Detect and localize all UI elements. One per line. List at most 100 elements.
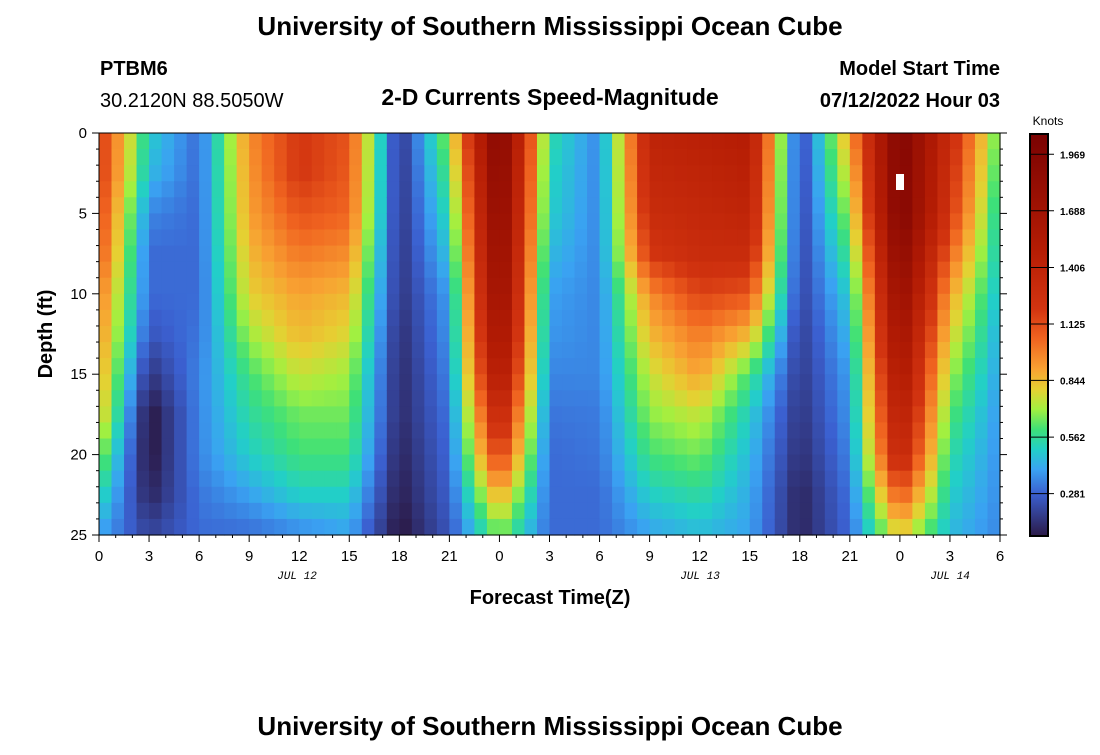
heatmap-cell bbox=[524, 342, 538, 359]
heatmap-cell bbox=[149, 422, 163, 440]
heatmap-cell bbox=[974, 261, 989, 279]
heatmap-cell bbox=[186, 502, 200, 520]
heatmap-cell bbox=[424, 438, 438, 456]
heatmap-cell bbox=[299, 261, 313, 279]
heatmap-cell bbox=[411, 213, 425, 231]
heatmap-cell bbox=[461, 325, 476, 343]
heatmap-cell bbox=[436, 502, 450, 520]
heatmap-cell bbox=[549, 374, 563, 391]
heatmap-cell bbox=[699, 149, 713, 166]
heatmap-cell bbox=[562, 293, 576, 311]
heatmap-cell bbox=[662, 454, 676, 472]
heatmap-cell bbox=[874, 342, 888, 359]
heatmap-cell bbox=[449, 374, 463, 391]
heatmap-cell bbox=[449, 325, 463, 343]
heatmap-cell bbox=[474, 133, 488, 150]
heatmap-cell bbox=[624, 502, 638, 520]
heatmap-cell bbox=[186, 325, 200, 343]
heatmap-cell bbox=[174, 342, 188, 359]
heatmap-cell bbox=[449, 149, 463, 166]
heatmap-cell bbox=[587, 342, 601, 359]
heatmap-cell bbox=[699, 470, 713, 488]
heatmap-cell bbox=[136, 454, 150, 472]
heatmap-cell bbox=[424, 502, 438, 520]
heatmap-cell bbox=[737, 197, 751, 214]
heatmap-cell bbox=[261, 261, 275, 279]
heatmap-cell bbox=[161, 454, 175, 472]
heatmap-cell bbox=[399, 422, 413, 440]
heatmap-cell bbox=[549, 486, 563, 504]
heatmap-cell bbox=[799, 390, 813, 407]
heatmap-cell bbox=[249, 518, 263, 536]
heatmap-cell bbox=[186, 293, 200, 311]
heatmap-cell bbox=[699, 518, 713, 536]
heatmap-cell bbox=[174, 422, 188, 440]
heatmap-cell bbox=[124, 181, 138, 198]
heatmap-cell bbox=[486, 454, 501, 472]
heatmap-cell bbox=[549, 165, 563, 182]
heatmap-cell bbox=[424, 197, 438, 214]
heatmap-cell bbox=[274, 293, 288, 311]
heatmap-cell bbox=[411, 165, 425, 182]
heatmap-cell bbox=[136, 342, 150, 359]
heatmap-cell bbox=[424, 181, 438, 198]
heatmap-cell bbox=[749, 293, 763, 311]
heatmap-cell bbox=[386, 390, 400, 407]
heatmap-cell bbox=[286, 309, 300, 327]
heatmap-cell bbox=[474, 197, 488, 214]
heatmap-cell bbox=[624, 293, 638, 311]
heatmap-cell bbox=[737, 406, 751, 424]
heatmap-cell bbox=[587, 213, 601, 231]
heatmap-cell bbox=[637, 470, 651, 488]
heatmap-cell bbox=[899, 438, 913, 456]
heatmap-cell bbox=[474, 293, 488, 311]
heatmap-cell bbox=[199, 245, 213, 263]
heatmap-cell bbox=[461, 358, 476, 375]
heatmap-cell bbox=[937, 374, 951, 391]
heatmap-cell bbox=[562, 133, 576, 150]
heatmap-cell bbox=[399, 358, 413, 375]
heatmap-cell bbox=[261, 277, 275, 295]
heatmap-cell bbox=[674, 390, 688, 407]
heatmap-cell bbox=[499, 518, 513, 536]
heatmap-cell bbox=[949, 358, 964, 375]
heatmap-cell bbox=[111, 325, 125, 343]
heatmap-cell bbox=[874, 133, 888, 150]
heatmap-cell bbox=[461, 261, 476, 279]
heatmap-cell bbox=[349, 133, 363, 150]
heatmap-cell bbox=[224, 133, 238, 150]
heatmap-cell bbox=[887, 229, 901, 247]
heatmap-cell bbox=[749, 309, 763, 327]
heatmap-cell bbox=[299, 309, 313, 327]
heatmap-cell bbox=[211, 245, 225, 263]
heatmap-cell bbox=[762, 518, 776, 536]
heatmap-cell bbox=[762, 454, 776, 472]
heatmap-cell bbox=[599, 454, 613, 472]
heatmap-cell bbox=[399, 438, 413, 456]
heatmap-cell bbox=[449, 293, 463, 311]
heatmap-cell bbox=[912, 277, 926, 295]
heatmap-cell bbox=[587, 293, 601, 311]
heatmap-cell bbox=[336, 293, 350, 311]
heatmap-cell bbox=[374, 358, 388, 375]
heatmap-cell bbox=[499, 438, 513, 456]
heatmap-cell bbox=[274, 518, 288, 536]
heatmap-cell bbox=[461, 133, 476, 150]
heatmap-cell bbox=[536, 245, 551, 263]
heatmap-cell bbox=[812, 229, 826, 247]
heatmap-cell bbox=[199, 149, 213, 166]
heatmap-cell bbox=[211, 406, 225, 424]
heatmap-cell bbox=[962, 470, 976, 488]
heatmap-cell bbox=[749, 422, 763, 440]
heatmap-cell bbox=[849, 342, 863, 359]
heatmap-cell bbox=[161, 374, 175, 391]
heatmap-cell bbox=[799, 470, 813, 488]
heatmap-cell bbox=[674, 245, 688, 263]
heatmap-cell bbox=[749, 149, 763, 166]
heatmap-cell bbox=[662, 181, 676, 198]
heatmap-cell bbox=[937, 406, 951, 424]
heatmap-cell bbox=[949, 486, 964, 504]
heatmap-cell bbox=[549, 309, 563, 327]
heatmap-cell bbox=[937, 502, 951, 520]
heatmap-cell bbox=[887, 277, 901, 295]
